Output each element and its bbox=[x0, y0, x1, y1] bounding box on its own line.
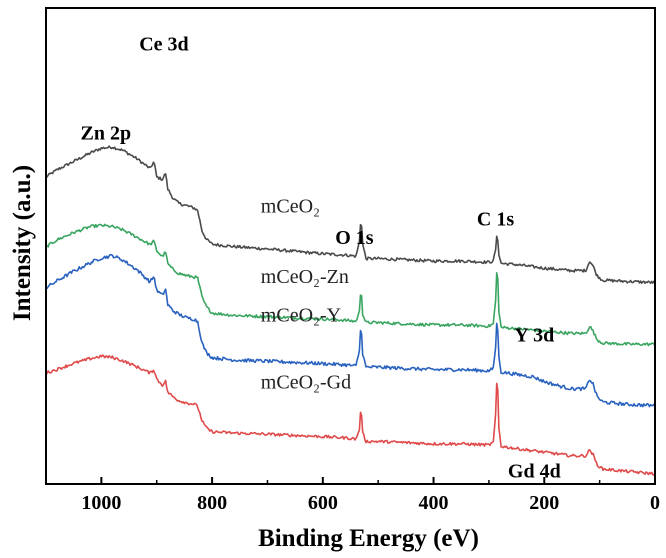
peak-label: Y 3d bbox=[514, 324, 554, 346]
annotations-group: Ce 3d O 1s C 1s Zn 2p Y 3d Gd 4d mCeO₂ mCeO₂-Zn… bbox=[80, 33, 560, 482]
x-axis-ticks: 1000 800 600 400 200 0 bbox=[45, 477, 660, 514]
series-line-2 bbox=[45, 223, 656, 347]
series-line-3 bbox=[46, 253, 656, 408]
peak-label: C 1s bbox=[477, 208, 514, 230]
x-tick-label: 0 bbox=[650, 492, 660, 514]
y-axis-title: Intensity (a.u.) bbox=[9, 165, 36, 321]
series-label: mCeO₂-Zn bbox=[261, 266, 349, 288]
peak-label: Ce 3d bbox=[139, 33, 188, 55]
x-tick-label: 400 bbox=[419, 492, 449, 514]
x-tick-label: 600 bbox=[308, 492, 338, 514]
series-label: mCeO₂-Y bbox=[261, 304, 341, 326]
series-line-1 bbox=[45, 145, 656, 284]
series-line-4 bbox=[45, 354, 656, 476]
plot-series-group bbox=[45, 145, 656, 476]
plot-frame bbox=[45, 7, 656, 485]
series-label: mCeO₂ bbox=[261, 196, 320, 218]
peak-label: Gd 4d bbox=[508, 460, 561, 482]
x-axis-title: Binding Energy (eV) bbox=[258, 525, 479, 552]
x-tick-label: 200 bbox=[529, 492, 559, 514]
x-tick-label: 1000 bbox=[81, 492, 121, 514]
series-label: mCeO₂-Gd bbox=[261, 371, 351, 393]
peak-label: O 1s bbox=[335, 227, 374, 249]
peak-label: Zn 2p bbox=[80, 122, 131, 144]
x-tick-label: 800 bbox=[197, 492, 227, 514]
